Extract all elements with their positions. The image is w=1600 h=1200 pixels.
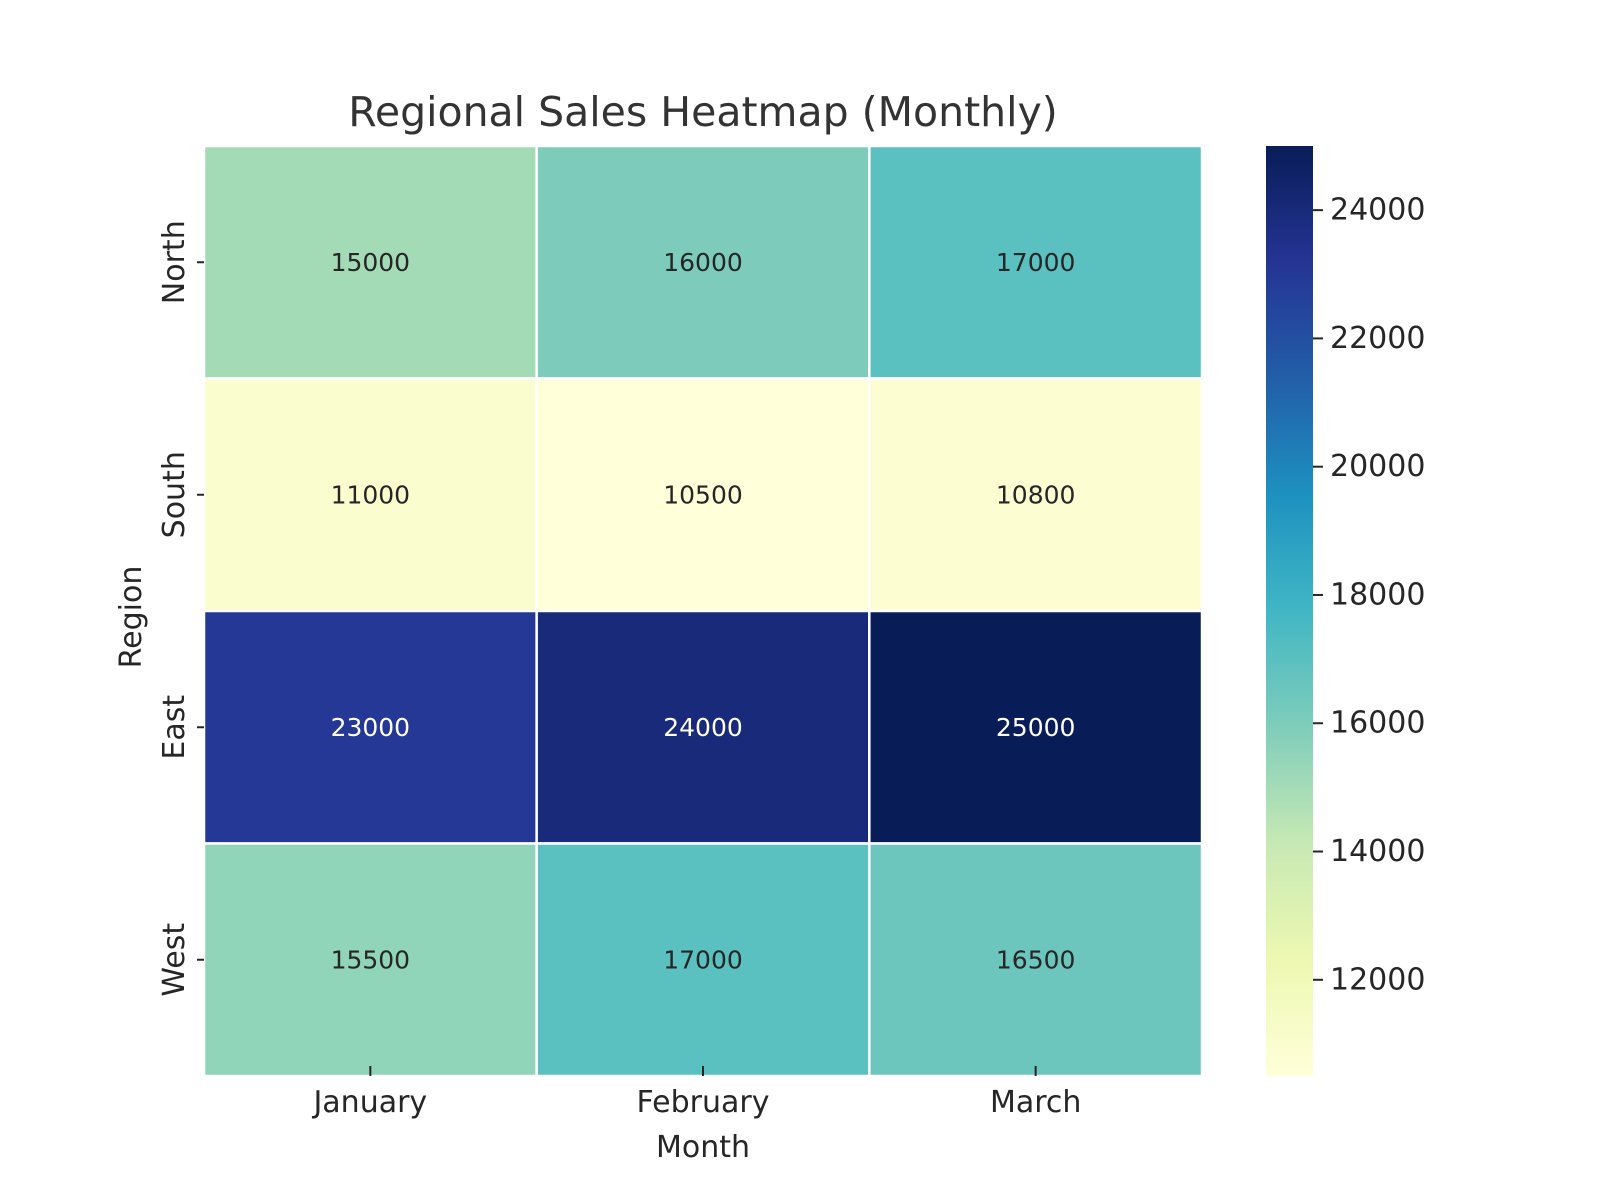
chart-title: Regional Sales Heatmap (Monthly) — [348, 88, 1058, 136]
heatmap-cell-south-february — [535, 377, 871, 613]
y-tick-label: South — [157, 451, 192, 538]
x-tick-label: March — [990, 1085, 1081, 1120]
heatmap-cell-north-february — [535, 144, 871, 380]
heatmap-cell-labels: 15000 16000 17000 11000 10500 10800 23000 24000… — [331, 248, 1076, 975]
heatmap-cell-value: 25000 — [996, 713, 1076, 742]
heatmap-cell-east-february — [535, 609, 871, 845]
x-tick-label: January — [311, 1085, 427, 1120]
x-tick-label: February — [637, 1085, 770, 1120]
colorbar-tick-label: 22000 — [1330, 321, 1425, 356]
colorbar-tick-label: 18000 — [1330, 577, 1425, 612]
y-axis-label: Region — [114, 566, 149, 669]
x-axis-label: Month — [656, 1130, 750, 1165]
colorbar-tick-label: 20000 — [1330, 449, 1425, 484]
colorbar-tick-label: 12000 — [1330, 962, 1425, 997]
x-axis-ticks: January February March — [311, 1066, 1081, 1120]
y-axis-ticks: North South East West — [157, 220, 204, 997]
heatmap-cell-value: 10500 — [663, 480, 743, 509]
heatmap-cell-value: 17000 — [996, 248, 1076, 277]
heatmap-cell-south-march — [868, 377, 1204, 613]
y-tick-label: North — [157, 220, 192, 304]
heatmap-cell-west-march — [868, 842, 1204, 1078]
heatmap-cell-value: 11000 — [331, 480, 411, 509]
heatmap-cell-value: 16500 — [996, 945, 1076, 974]
heatmap-cell-value: 24000 — [663, 713, 743, 742]
heatmap-cell-west-january — [202, 842, 538, 1078]
colorbar-tick-label: 16000 — [1330, 706, 1425, 741]
heatmap-cell-value: 16000 — [663, 248, 743, 277]
heatmap-cells — [202, 144, 1204, 1078]
heatmap-cell-value: 10800 — [996, 480, 1076, 509]
colorbar-tick-label: 14000 — [1330, 834, 1425, 869]
y-tick-label: West — [157, 923, 192, 997]
colorbar-tick-label: 24000 — [1330, 193, 1425, 228]
colorbar — [1266, 146, 1313, 1076]
heatmap-cell-north-january — [202, 144, 538, 380]
heatmap-cell-value: 23000 — [331, 713, 411, 742]
heatmap-cell-north-march — [868, 144, 1204, 380]
heatmap-cell-value: 15000 — [331, 248, 411, 277]
colorbar-ticks: 12000 14000 16000 18000 20000 22000 24000 — [1313, 193, 1425, 997]
heatmap-cell-value: 15500 — [331, 945, 411, 974]
heatmap-cell-value: 17000 — [663, 945, 743, 974]
heatmap-cell-south-january — [202, 377, 538, 613]
y-tick-label: East — [157, 695, 192, 760]
